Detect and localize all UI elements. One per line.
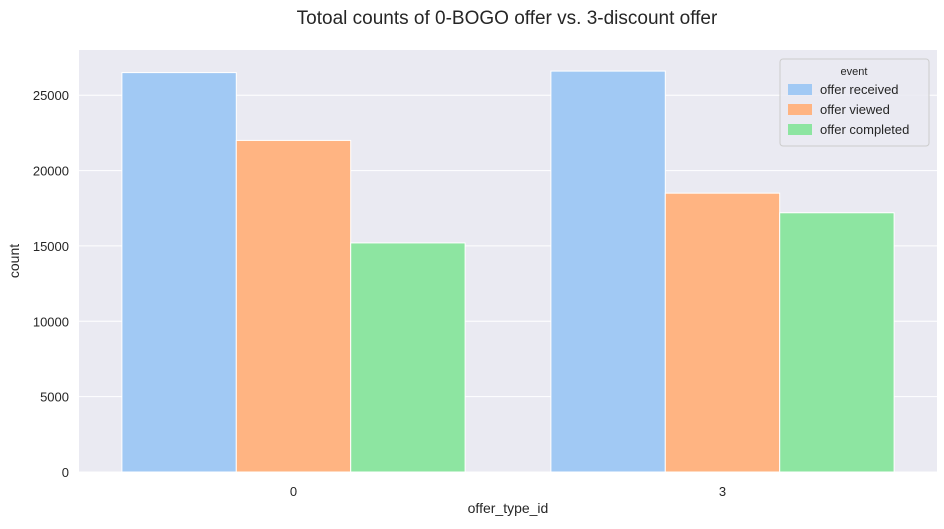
legend-title: event: [841, 66, 868, 78]
legend-box: [779, 58, 930, 147]
y-tick-labels: 0 5000 10000 15000 20000 25000: [33, 88, 69, 480]
y-tick-label: 0: [62, 465, 69, 480]
legend-label: offer completed: [820, 122, 909, 137]
x-axis-label: offer_type_id: [468, 500, 549, 516]
chart-title: Totoal counts of 0-BOGO offer vs. 3-disc…: [297, 8, 718, 29]
legend-items: offer received offer viewed offer complete…: [788, 82, 909, 137]
y-tick-label: 5000: [40, 390, 69, 405]
y-axis-label: count: [6, 244, 22, 278]
legend-swatch: [788, 124, 812, 135]
y-tick-label: 10000: [33, 314, 69, 329]
legend-swatch: [788, 104, 812, 115]
legend: event offer received offer viewed offer co…: [779, 58, 930, 147]
y-tick-label: 25000: [33, 88, 69, 103]
y-tick-label: 15000: [33, 239, 69, 254]
bars: [121, 70, 895, 473]
legend-label: offer viewed: [820, 102, 890, 117]
bar: [235, 139, 352, 473]
x-tick-label: 0: [290, 484, 297, 499]
y-tick-label: 20000: [33, 164, 69, 179]
bar: [350, 242, 466, 473]
bar: [664, 192, 781, 473]
legend-label: offer received: [820, 82, 899, 97]
bar: [550, 70, 666, 473]
bar: [121, 72, 237, 473]
x-tick-label: 3: [719, 484, 726, 499]
bar: [779, 212, 895, 473]
legend-swatch: [788, 84, 812, 95]
